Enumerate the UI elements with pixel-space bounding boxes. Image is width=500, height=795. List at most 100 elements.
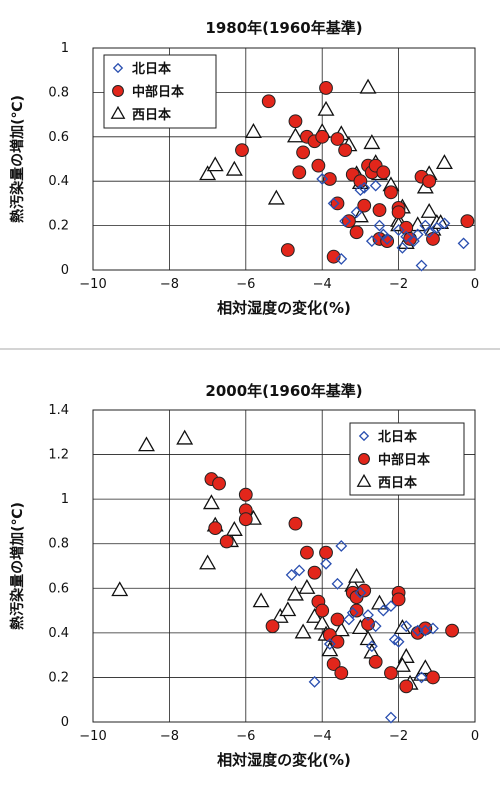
data-point-triangle <box>416 659 434 675</box>
data-point-circle <box>334 666 349 680</box>
x-tick-label: −10 <box>79 277 106 292</box>
y-axis-label: 熱汚染量の増加(℃) <box>9 502 26 630</box>
data-point-circle <box>288 516 303 531</box>
data-point-triangle <box>111 581 129 597</box>
data-point-circle <box>326 657 341 671</box>
y-tick-label: 0.2 <box>48 670 69 685</box>
data-point-diamond <box>354 184 367 196</box>
plot-area-frame <box>92 47 476 271</box>
data-point-circle <box>219 534 234 549</box>
data-point-diamond <box>377 604 390 617</box>
data-point-circle <box>330 132 345 146</box>
y-tick-label: 1.2 <box>48 448 69 463</box>
data-point-diamond <box>385 711 397 724</box>
legend-label: 北日本 <box>378 429 417 445</box>
data-point-diamond <box>415 259 428 272</box>
data-point-circle <box>368 654 383 669</box>
data-point-diamond <box>392 224 405 236</box>
x-tick-label: −6 <box>236 729 255 744</box>
data-point-triangle <box>393 656 411 672</box>
data-point-diamond <box>316 173 329 185</box>
data-point-diamond <box>438 217 451 230</box>
data-point-diamond <box>339 215 352 228</box>
x-tick-label: −8 <box>160 277 179 292</box>
data-point-circle <box>315 129 330 144</box>
data-point-diamond <box>323 638 336 650</box>
data-point-circle <box>357 198 372 213</box>
data-point-circle <box>342 214 356 229</box>
data-point-circle <box>391 205 406 220</box>
data-point-triangle <box>279 601 297 617</box>
data-point-diamond <box>358 181 371 194</box>
x-tick-label: 0 <box>471 729 479 744</box>
data-point-circle <box>330 612 345 627</box>
data-point-diamond <box>327 197 340 210</box>
data-point-circle <box>376 165 391 180</box>
data-point-circle <box>384 666 398 680</box>
y-tick-label: 0 <box>61 263 69 278</box>
chart-title: 2000年(1960年基準) <box>205 382 362 400</box>
data-point-triangle <box>199 165 217 181</box>
data-point-triangle <box>298 578 316 594</box>
data-point-triangle <box>176 429 194 445</box>
x-tick-label: 0 <box>471 277 479 292</box>
data-point-triangle <box>294 623 312 639</box>
data-point-triangle <box>363 134 381 150</box>
data-point-circle <box>403 232 417 246</box>
data-point-diamond <box>400 620 413 633</box>
data-point-circle <box>399 679 414 694</box>
data-point-triangle <box>225 521 243 536</box>
data-point-circle <box>349 225 364 240</box>
data-point-diamond <box>396 241 409 254</box>
data-point-triangle <box>225 160 243 176</box>
data-point-circle <box>296 145 311 160</box>
y-tick-label: 0.8 <box>48 85 69 100</box>
x-tick-label: −2 <box>389 729 408 744</box>
legend-label: 北日本 <box>132 61 171 77</box>
data-point-circle <box>235 143 249 158</box>
data-point-circle <box>380 234 395 249</box>
x-tick-label: −8 <box>160 729 179 744</box>
data-point-triangle <box>313 614 331 630</box>
legend-marker-triangle <box>356 473 372 487</box>
data-point-triangle <box>348 567 366 583</box>
data-point-circle <box>319 81 333 95</box>
data-point-circle <box>208 521 223 536</box>
data-point-diamond <box>350 206 363 219</box>
data-point-circle <box>426 232 440 246</box>
data-point-diamond <box>411 624 424 637</box>
data-point-triangle <box>244 123 262 138</box>
data-point-circle <box>319 545 333 560</box>
data-point-circle <box>384 185 398 200</box>
data-point-triangle <box>332 621 350 637</box>
data-point-triangle <box>435 154 453 170</box>
data-point-diamond <box>381 233 394 245</box>
data-point-diamond <box>369 620 382 633</box>
data-point-diamond <box>293 564 306 577</box>
data-point-circle <box>338 143 353 158</box>
data-point-diamond <box>385 600 397 613</box>
data-point-circle <box>300 545 314 560</box>
data-point-triangle <box>351 207 369 223</box>
data-point-circle <box>445 623 459 638</box>
data-point-circle <box>292 165 307 180</box>
legend-label: 中部日本 <box>378 452 430 468</box>
data-point-circle <box>357 583 372 598</box>
plot-area-frame <box>92 409 476 723</box>
data-point-triangle <box>199 554 217 570</box>
data-point-circle <box>460 214 475 229</box>
legend-marker-diamond <box>112 62 124 74</box>
data-point-diamond <box>335 540 348 552</box>
y-axis-label: 熱汚染量の増加(℃) <box>9 95 26 223</box>
x-tick-label: −10 <box>79 729 106 744</box>
data-point-circle <box>212 476 226 491</box>
y-tick-label: 1 <box>61 492 69 507</box>
data-point-circle <box>280 243 295 257</box>
data-point-triangle <box>420 202 438 218</box>
x-axis-label: 相対湿度の変化(%) <box>217 299 351 317</box>
data-point-diamond <box>365 640 378 653</box>
legend-marker-diamond <box>358 430 370 442</box>
data-point-diamond <box>320 557 332 570</box>
data-point-circle <box>372 203 387 217</box>
